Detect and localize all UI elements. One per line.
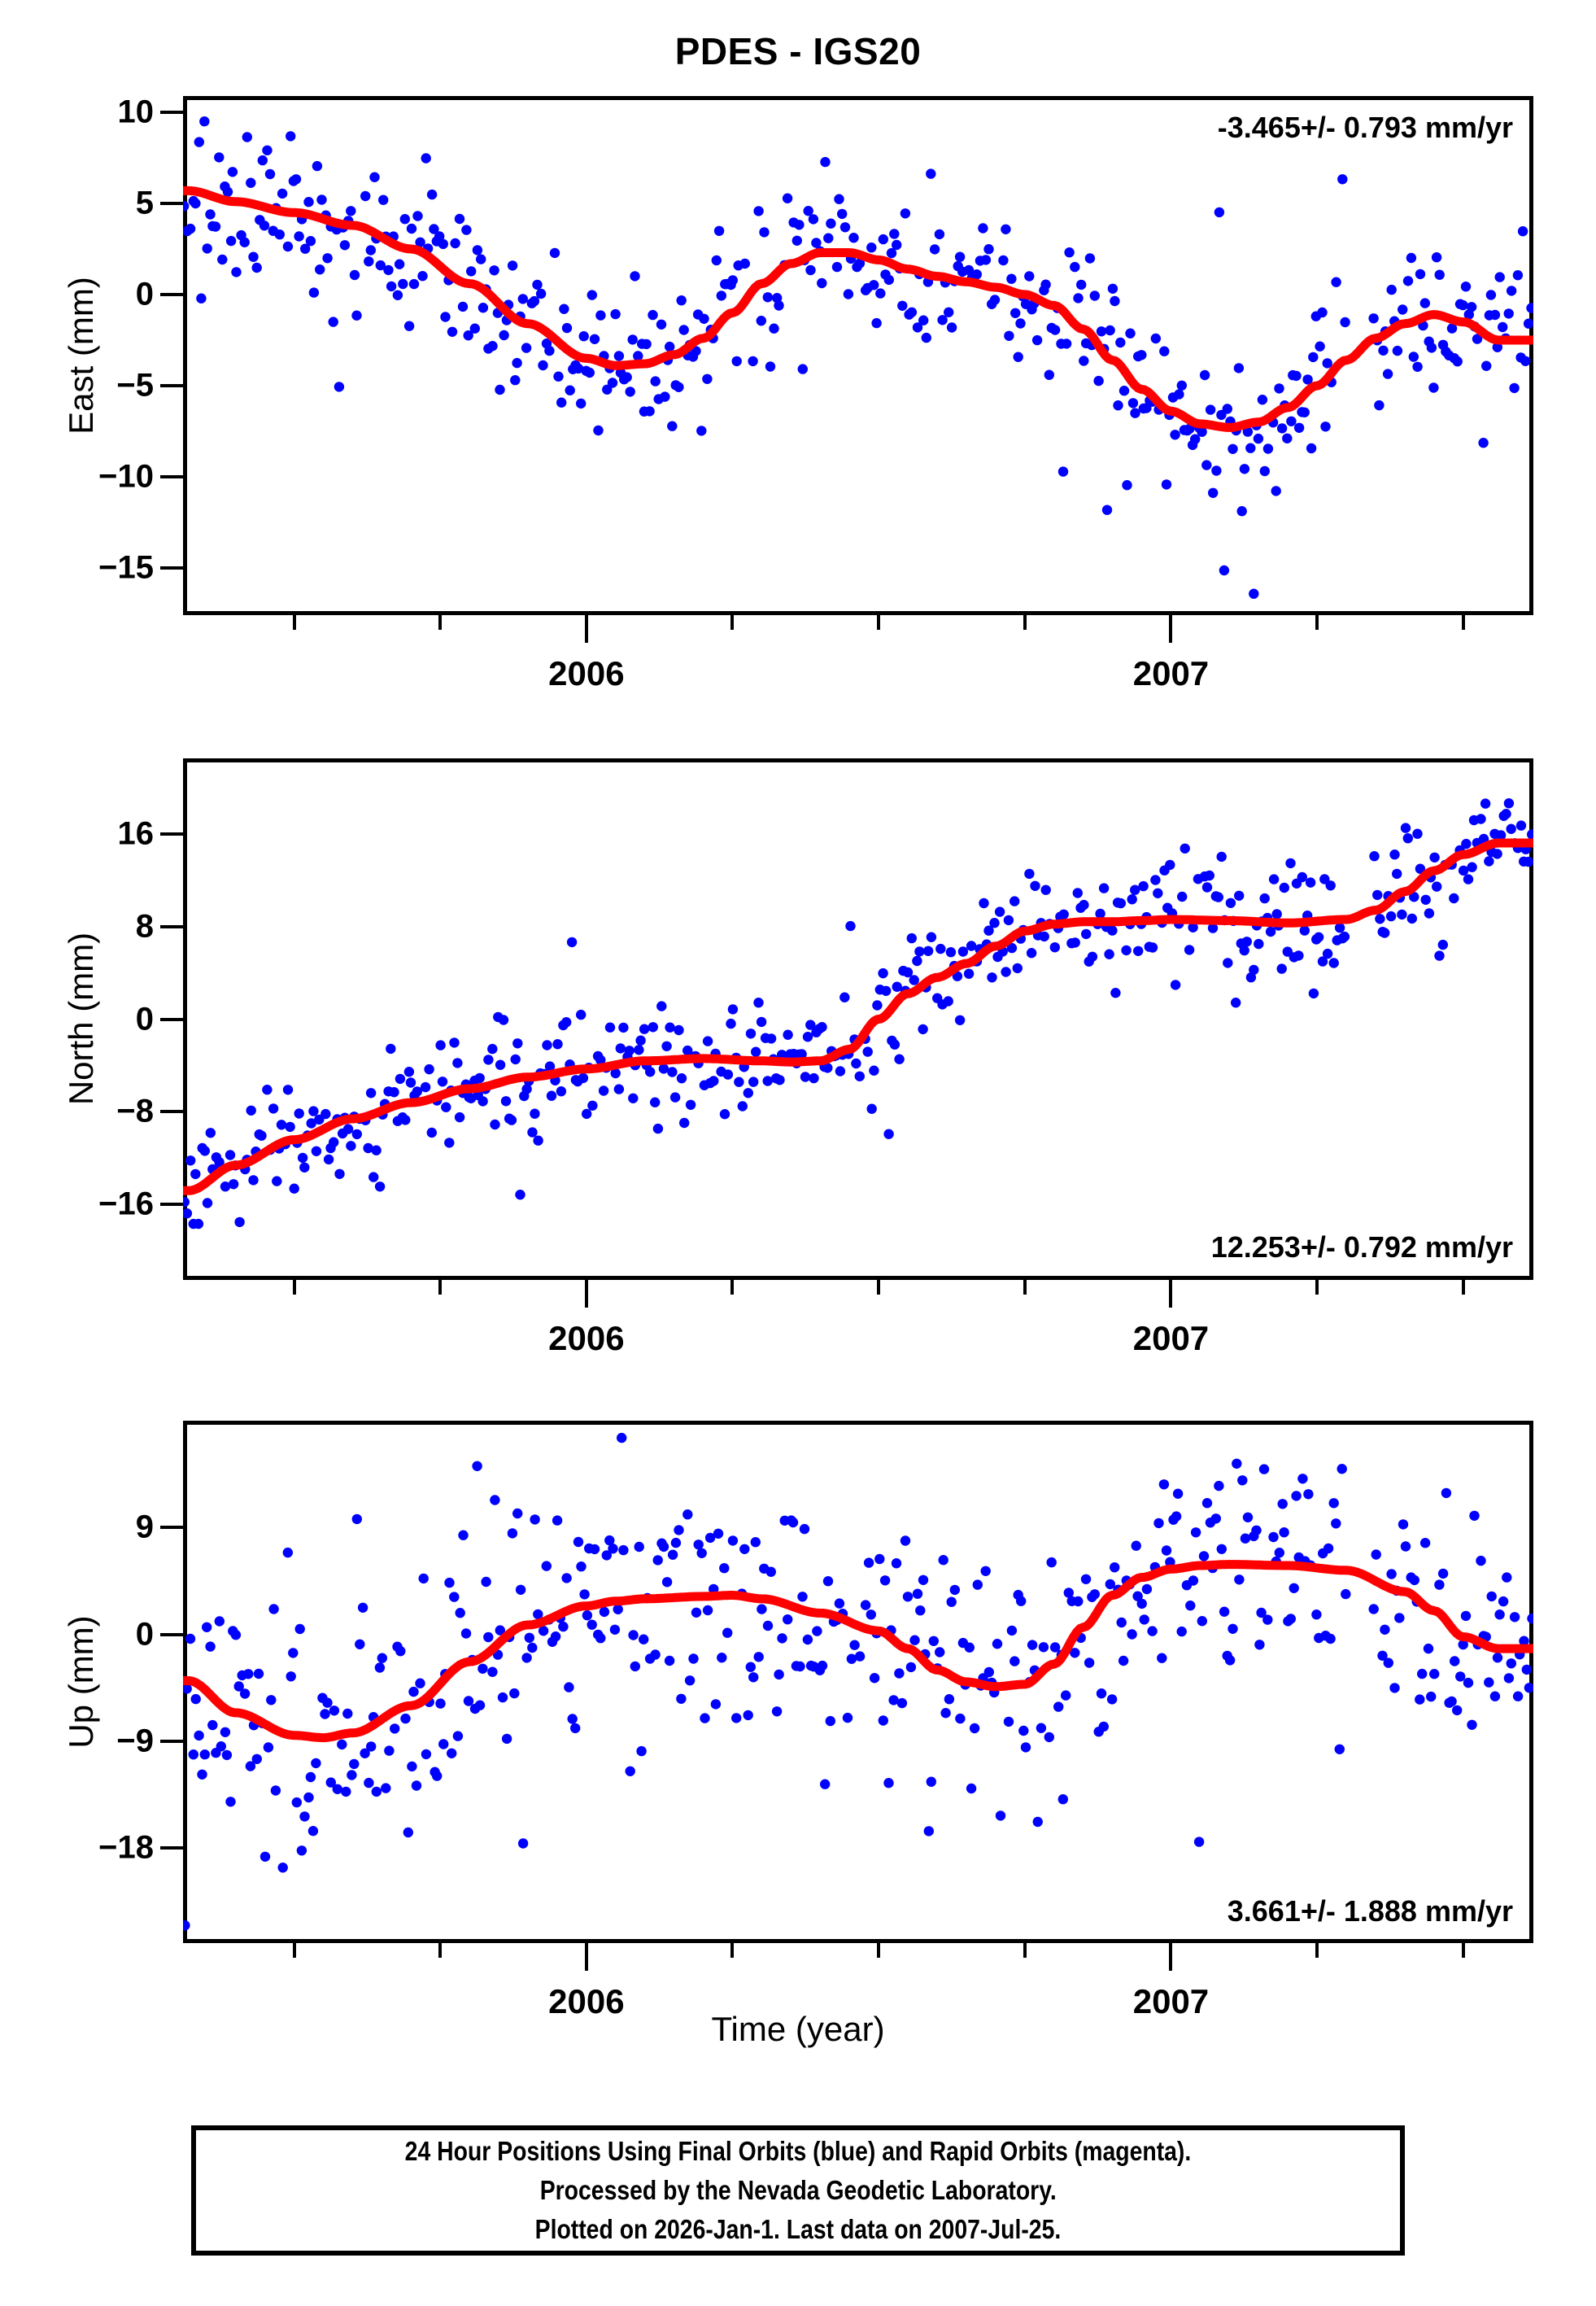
axis-title-east: East (mm) (62, 277, 100, 435)
ytick-label-north-0: 16 (117, 815, 155, 852)
xtick-minor-east-5 (1315, 615, 1319, 630)
xtick-label-up-0: 2006 (548, 1982, 625, 2020)
panel-north-plot (183, 798, 1533, 1229)
panel-up-plot (183, 1432, 1533, 1931)
xtick-minor-up-2 (730, 1943, 735, 1958)
xtick-major-north-0 (584, 1280, 588, 1308)
ytick-label-east-3: −5 (116, 367, 154, 404)
ytick-mark-north-2 (160, 1017, 183, 1021)
page-title: PDES - IGS20 (674, 30, 922, 72)
ytick-mark-east-5 (160, 566, 183, 570)
xtick-minor-up-0 (292, 1943, 296, 1958)
ytick-label-east-5: −15 (98, 549, 154, 586)
caption-line-2: Processed by the Nevada Geodetic Laborat… (539, 2175, 1057, 2206)
xtick-label-east-0: 2006 (548, 654, 625, 692)
ytick-mark-north-0 (160, 832, 183, 836)
caption-box: 24 Hour Positions Using Final Orbits (bl… (191, 2125, 1405, 2256)
rate-label-east: -3.465+/- 0.793 mm/yr (1217, 111, 1513, 144)
xtick-label-up-1: 2007 (1132, 1982, 1210, 2020)
ytick-mark-east-0 (160, 111, 183, 115)
xtick-label-north-0: 2006 (548, 1319, 625, 1357)
xtick-minor-east-1 (438, 615, 443, 630)
xtick-minor-up-4 (1023, 1943, 1027, 1958)
axis-title-x: Time (year) (711, 2010, 885, 2048)
ytick-label-up-1: 0 (135, 1616, 154, 1653)
xtick-major-north-1 (1169, 1280, 1173, 1308)
xtick-minor-north-4 (1023, 1280, 1027, 1295)
axis-title-up: Up (mm) (62, 1615, 100, 1749)
rate-label-up: 3.661+/- 1.888 mm/yr (1227, 1894, 1513, 1928)
xtick-minor-north-0 (292, 1280, 296, 1295)
ytick-mark-east-2 (160, 293, 183, 296)
ytick-mark-up-3 (160, 1846, 183, 1850)
xtick-major-up-1 (1169, 1943, 1173, 1971)
xtick-major-east-1 (1169, 615, 1173, 643)
xtick-minor-up-6 (1461, 1943, 1465, 1958)
caption-line-3: Plotted on 2026-Jan-1. Last data on 2007… (534, 2213, 1062, 2244)
xtick-minor-east-6 (1461, 615, 1465, 630)
ytick-label-north-3: −8 (116, 1093, 154, 1129)
ytick-mark-east-3 (160, 383, 183, 387)
xtick-major-east-0 (584, 615, 588, 643)
xtick-minor-east-0 (292, 615, 296, 630)
ytick-mark-up-1 (160, 1632, 183, 1636)
xtick-minor-east-2 (730, 615, 735, 630)
ytick-mark-east-1 (160, 202, 183, 206)
ytick-label-up-0: 9 (135, 1509, 154, 1545)
xtick-minor-north-1 (438, 1280, 443, 1295)
ytick-label-north-2: 0 (135, 1001, 154, 1037)
xtick-minor-north-5 (1315, 1280, 1319, 1295)
ytick-mark-up-2 (160, 1739, 183, 1743)
xtick-minor-north-6 (1461, 1280, 1465, 1295)
panel-east (183, 96, 1533, 615)
xtick-minor-north-3 (877, 1280, 881, 1295)
ytick-label-east-0: 10 (117, 94, 155, 130)
caption-line-1: 24 Hour Positions Using Final Orbits (bl… (404, 2136, 1192, 2167)
xtick-minor-up-1 (438, 1943, 443, 1958)
ytick-label-east-4: −10 (98, 458, 154, 495)
xtick-minor-north-2 (730, 1280, 735, 1295)
xtick-label-east-1: 2007 (1132, 654, 1210, 692)
xtick-minor-up-5 (1315, 1943, 1319, 1958)
ytick-mark-north-4 (160, 1203, 183, 1207)
xtick-major-up-0 (584, 1943, 588, 1971)
xtick-label-north-1: 2007 (1132, 1319, 1210, 1357)
ytick-label-north-1: 8 (135, 908, 154, 945)
ytick-label-east-1: 5 (135, 185, 154, 221)
panel-north (183, 758, 1533, 1280)
xtick-minor-east-4 (1023, 615, 1027, 630)
ytick-mark-north-1 (160, 924, 183, 928)
ytick-mark-east-4 (160, 474, 183, 478)
ytick-mark-north-3 (160, 1110, 183, 1114)
ytick-label-up-2: −9 (116, 1723, 154, 1759)
xtick-minor-east-3 (877, 615, 881, 630)
rate-label-north: 12.253+/- 0.792 mm/yr (1210, 1230, 1513, 1264)
ytick-label-north-4: −16 (98, 1186, 154, 1222)
ytick-label-east-2: 0 (135, 276, 154, 312)
panel-up (183, 1421, 1533, 1943)
ytick-mark-up-0 (160, 1526, 183, 1530)
ytick-label-up-3: −18 (98, 1829, 154, 1866)
panel-up-frame (183, 1421, 1533, 1943)
panel-east-plot (183, 116, 1533, 599)
panel-east-frame (183, 96, 1533, 615)
panel-north-frame (183, 758, 1533, 1280)
xtick-minor-up-3 (877, 1943, 881, 1958)
